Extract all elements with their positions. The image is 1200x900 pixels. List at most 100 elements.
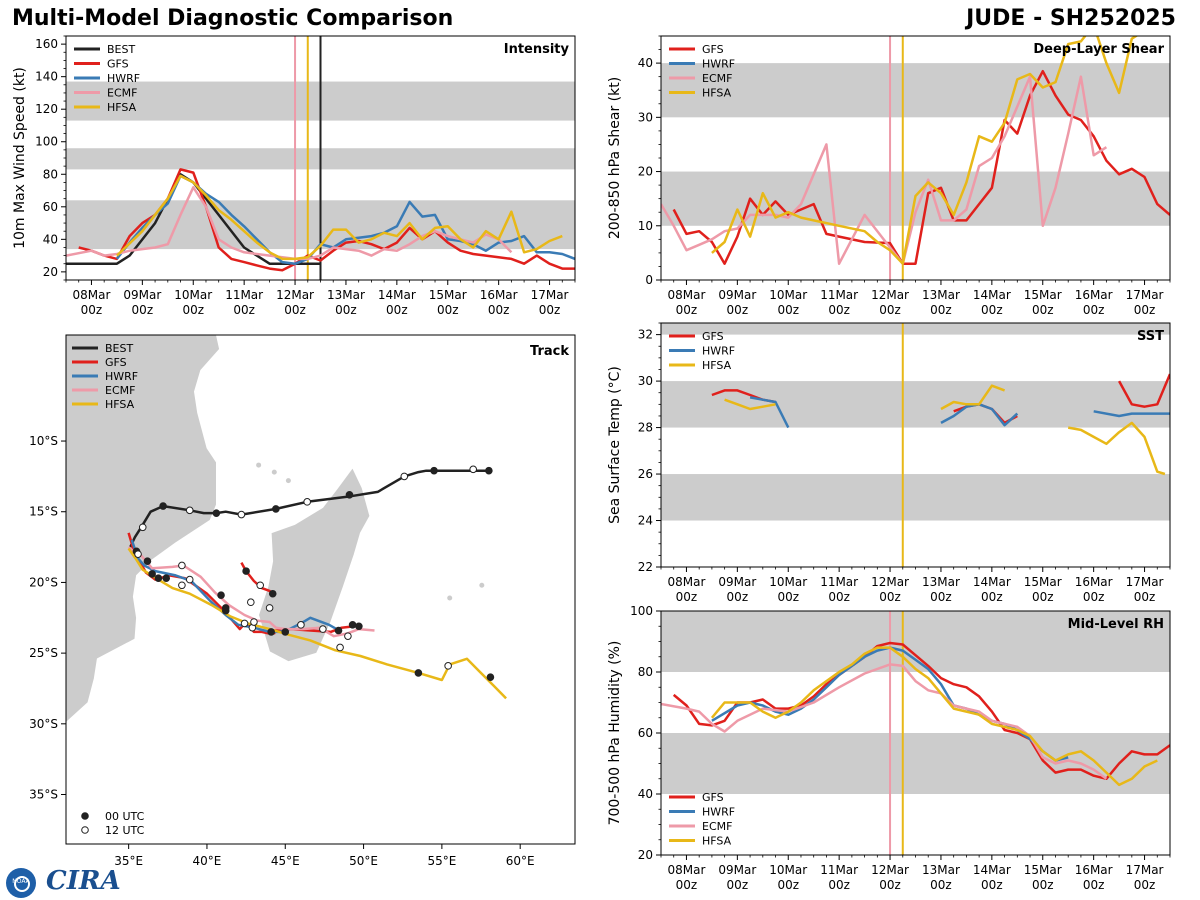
panel-shear: 01020304008Mar00z09Mar00z10Mar00z11Mar00… bbox=[607, 35, 1171, 317]
shear-xtick-sublabel: 00z bbox=[1134, 303, 1156, 317]
track-marker-12utc bbox=[336, 643, 344, 652]
rh-series-ecmf bbox=[661, 663, 1108, 780]
rh-xtick-label: 14Mar bbox=[973, 863, 1011, 877]
rh-series-gfs bbox=[672, 641, 1170, 781]
rh-ylabel: 700-500 hPa Humidity (%) bbox=[607, 641, 623, 826]
sst-xtick-sublabel: 00z bbox=[676, 590, 698, 604]
shear-xtick-label: 10Mar bbox=[769, 288, 807, 302]
panel-intensity: 2040608010012014016008Mar00z09Mar00z10Ma… bbox=[12, 35, 576, 317]
sst-plot-area bbox=[661, 323, 1170, 567]
rh-xtick-sublabel: 00z bbox=[828, 878, 850, 892]
shear-xtick-label: 09Mar bbox=[718, 288, 756, 302]
track-marker-00utc bbox=[430, 466, 438, 475]
track-marker-00utc bbox=[143, 557, 152, 566]
sst-xtick-label: 16Mar bbox=[1075, 575, 1113, 589]
sst-xtick-label: 11Mar bbox=[820, 575, 858, 589]
rh-ytick-label: 80 bbox=[638, 665, 653, 679]
island-4 bbox=[447, 595, 453, 601]
intensity-series-hfsa bbox=[116, 174, 563, 261]
intensity-ytick-label: 120 bbox=[35, 102, 58, 116]
rh-xtick-label: 13Mar bbox=[922, 863, 960, 877]
rh-xtick-sublabel: 00z bbox=[727, 878, 749, 892]
track-best-0 bbox=[129, 469, 489, 548]
intensity-xtick-label: 10Mar bbox=[174, 288, 212, 302]
track-legend-label: ECMF bbox=[105, 384, 135, 397]
island-2 bbox=[285, 478, 291, 484]
sst-xtick-label: 14Mar bbox=[973, 575, 1011, 589]
sst-ytick-label: 30 bbox=[638, 374, 653, 388]
intensity-legend-label: HWRF bbox=[107, 72, 140, 85]
track-ytick-label: 30°S bbox=[29, 717, 58, 731]
intensity-xtick-sublabel: 00z bbox=[437, 303, 459, 317]
shear-xtick-label: 17Mar bbox=[1126, 288, 1164, 302]
intensity-legend-label: ECMF bbox=[107, 87, 137, 100]
sst-xtick-sublabel: 00z bbox=[879, 590, 901, 604]
panel-rh: 2040608010008Mar00z09Mar00z10Mar00z11Mar… bbox=[607, 604, 1171, 892]
sst-title: SST bbox=[1137, 329, 1164, 344]
track-ytick-label: 25°S bbox=[29, 646, 58, 660]
rh-xtick-sublabel: 00z bbox=[777, 878, 799, 892]
intensity-xtick-sublabel: 00z bbox=[539, 303, 561, 317]
rh-xtick-sublabel: 00z bbox=[1032, 878, 1054, 892]
shear-xtick-sublabel: 00z bbox=[676, 303, 698, 317]
sst-legend-label: HWRF bbox=[702, 345, 735, 358]
intensity-ytick-label: 100 bbox=[35, 135, 58, 149]
panel-track: 35°E 40°E 45°E 50°E 55°E 60°E 10°S 15°S 20°S 25°S… bbox=[29, 334, 576, 868]
island-1 bbox=[271, 469, 277, 475]
rh-band-1 bbox=[661, 611, 1170, 672]
rh-plot-area bbox=[661, 611, 1170, 855]
sst-xtick-sublabel: 00z bbox=[1134, 590, 1156, 604]
sst-ytick-label: 24 bbox=[638, 514, 653, 528]
intensity-xtick-label: 13Mar bbox=[327, 288, 365, 302]
track-marker-00utc bbox=[414, 669, 423, 677]
track-marker-12utc bbox=[265, 604, 274, 612]
sst-ytick-label: 26 bbox=[638, 467, 653, 481]
track-ytick-label: 10°S bbox=[29, 434, 58, 448]
intensity-legend-label: BEST bbox=[107, 43, 135, 56]
track-marker-00utc bbox=[154, 574, 163, 582]
intensity-xtick-sublabel: 00z bbox=[132, 303, 154, 317]
rh-xtick-label: 15Mar bbox=[1024, 863, 1062, 877]
intensity-ylabel: 10m Max Wind Speed (kt) bbox=[12, 67, 28, 249]
rh-series-hfsa bbox=[710, 646, 1158, 787]
intensity-xtick-label: 08Mar bbox=[72, 288, 110, 302]
shear-ytick-label: 40 bbox=[638, 56, 653, 70]
intensity-xtick-label: 11Mar bbox=[225, 288, 263, 302]
rh-xtick-label: 11Mar bbox=[820, 863, 858, 877]
track-marker-12utc bbox=[344, 632, 352, 640]
intensity-xtick-sublabel: 00z bbox=[386, 303, 408, 317]
intensity-xtick-label: 09Mar bbox=[123, 288, 161, 302]
shear-xtick-sublabel: 00z bbox=[1032, 303, 1054, 317]
storm-id: JUDE - SH252025 bbox=[966, 6, 1176, 31]
track-marker-00utc bbox=[268, 589, 277, 598]
intensity-xtick-label: 16Mar bbox=[480, 288, 518, 302]
track-xtick-label: 35°E bbox=[114, 854, 143, 868]
sst-legend-label: HFSA bbox=[702, 359, 732, 372]
rh-xtick-label: 17Mar bbox=[1126, 863, 1164, 877]
intensity-xtick-label: 14Mar bbox=[378, 288, 416, 302]
shear-series-gfs bbox=[672, 69, 1170, 265]
shear-ytick-label: 0 bbox=[645, 273, 653, 287]
shear-legend-label: ECMF bbox=[702, 72, 732, 85]
shear-xtick-sublabel: 00z bbox=[981, 303, 1003, 317]
track-ytick-label: 15°S bbox=[29, 505, 58, 519]
shear-xtick-sublabel: 00z bbox=[930, 303, 952, 317]
track-marker-00utc bbox=[162, 574, 171, 582]
sst-xtick-label: 09Mar bbox=[718, 575, 756, 589]
shear-ylabel: 200-850 hPa Shear (kt) bbox=[607, 77, 623, 239]
intensity-ytick-label: 140 bbox=[35, 70, 58, 84]
rh-series-hwrf bbox=[711, 646, 1069, 762]
track-ytick-label: 20°S bbox=[29, 575, 58, 589]
intensity-ytick-label: 20 bbox=[43, 265, 58, 279]
track-frame bbox=[65, 334, 576, 845]
track-marker-12utc bbox=[237, 510, 246, 519]
shear-legend-label: HFSA bbox=[702, 87, 732, 100]
intensity-ytick-label: 40 bbox=[43, 232, 58, 246]
panel-sst: 22242628303208Mar00z09Mar00z10Mar00z11Ma… bbox=[607, 322, 1171, 604]
sst-xtick-sublabel: 00z bbox=[981, 590, 1003, 604]
track-marker-12utc bbox=[185, 506, 194, 515]
intensity-ytick-label: 80 bbox=[43, 167, 58, 181]
island-0 bbox=[256, 462, 262, 468]
track-marker-00utc bbox=[217, 591, 225, 599]
